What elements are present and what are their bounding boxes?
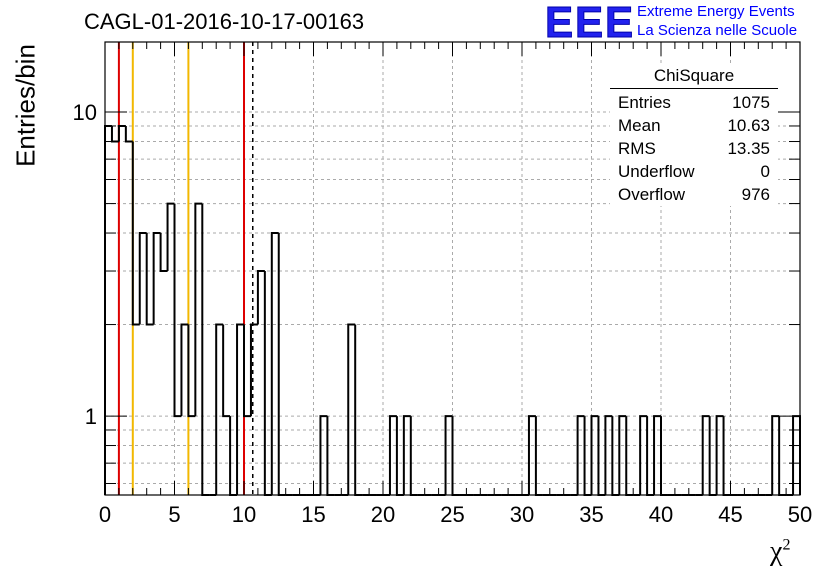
histogram-bin bbox=[715, 415, 724, 495]
histogram-bin bbox=[201, 203, 210, 496]
stats-row: Entries 1075 bbox=[610, 91, 778, 114]
histogram-bin bbox=[270, 232, 279, 495]
x-tick-label: 20 bbox=[371, 502, 395, 527]
svg-text:EEE: EEE bbox=[545, 0, 635, 45]
stats-row: Mean 10.63 bbox=[610, 114, 778, 137]
stats-label: Underflow bbox=[618, 162, 695, 181]
histogram-bin bbox=[277, 233, 286, 496]
histogram-bin bbox=[180, 323, 189, 417]
histogram-bin bbox=[604, 415, 613, 495]
stats-row: RMS 13.35 bbox=[610, 137, 778, 160]
eee-logo: EEE bbox=[545, 0, 637, 55]
eee-logo-mark: EEE bbox=[545, 0, 635, 48]
histogram-bin bbox=[152, 232, 161, 325]
histogram-bin bbox=[236, 323, 244, 495]
histogram-bin bbox=[104, 124, 112, 495]
y-tick-label: 1 bbox=[85, 404, 97, 429]
histogram-bin bbox=[771, 415, 780, 495]
x-tick-label: 5 bbox=[168, 502, 180, 527]
run-title: CAGL-01-2016-10-17-00163 bbox=[84, 9, 365, 34]
histogram-bin bbox=[618, 415, 627, 495]
x-tick-label: 0 bbox=[99, 502, 111, 527]
x-tick-label: 30 bbox=[510, 502, 534, 527]
y-tick-label: 10 bbox=[73, 100, 97, 125]
histogram-bin bbox=[590, 415, 599, 495]
histogram-bin bbox=[145, 233, 154, 326]
histogram-bin bbox=[249, 323, 258, 417]
histogram-bin bbox=[319, 415, 328, 495]
histogram-bin bbox=[444, 415, 453, 495]
histogram-bin bbox=[639, 415, 648, 495]
x-tick-label: 50 bbox=[788, 502, 812, 527]
stats-row: Underflow 0 bbox=[610, 160, 778, 183]
histogram-bin bbox=[215, 323, 224, 495]
stats-row: Overflow 976 bbox=[610, 183, 778, 206]
tick-labels: 0 5 10 15 20 25 30 35 40 45 50 1 10 bbox=[73, 100, 813, 527]
stats-value: 1075 bbox=[732, 93, 770, 112]
histogram-bin bbox=[131, 141, 140, 326]
histogram-bin bbox=[124, 125, 133, 143]
x-axis-label-sup: 2 bbox=[782, 536, 791, 554]
y-axis-label: Entries/bin bbox=[10, 44, 41, 167]
stats-box: ChiSquare Entries 1075 Mean 10.63 RMS 13.35 Un… bbox=[610, 66, 778, 206]
histogram-bin bbox=[388, 415, 397, 495]
stats-label: Overflow bbox=[618, 185, 686, 204]
histogram-bin bbox=[263, 271, 272, 496]
x-tick-label: 10 bbox=[232, 502, 256, 527]
histogram-bin bbox=[110, 125, 119, 143]
histogram-bin bbox=[173, 203, 182, 418]
histogram-bin bbox=[222, 324, 231, 418]
axis-ticks bbox=[104, 42, 801, 495]
histogram-bin bbox=[576, 415, 585, 495]
stats-value: 10.63 bbox=[727, 116, 770, 135]
stats-label: Mean bbox=[618, 116, 661, 135]
histogram-bin bbox=[194, 202, 203, 417]
histogram-bin bbox=[187, 324, 196, 418]
x-tick-label: 35 bbox=[579, 502, 603, 527]
stats-label: RMS bbox=[618, 139, 656, 158]
histogram-bin bbox=[243, 324, 251, 418]
stats-label: Entries bbox=[618, 93, 671, 112]
stats-rows: Entries 1075 Mean 10.63 RMS 13.35 Underflow 0 Ov… bbox=[610, 91, 778, 206]
histogram-bin bbox=[347, 323, 356, 495]
histogram-bin bbox=[159, 233, 168, 273]
stats-value: 976 bbox=[741, 185, 770, 204]
x-axis-label-text: χ bbox=[770, 536, 783, 567]
logo-line-2: La Scienza nelle Scuole bbox=[637, 22, 798, 39]
x-tick-label: 25 bbox=[440, 502, 464, 527]
histogram-bin bbox=[166, 202, 175, 272]
histogram-bin bbox=[402, 415, 411, 495]
stats-title: ChiSquare bbox=[610, 66, 778, 89]
histogram-bin bbox=[138, 232, 147, 325]
histogram-bin bbox=[527, 415, 536, 495]
histogram-bin bbox=[701, 415, 710, 495]
x-tick-label: 15 bbox=[301, 502, 325, 527]
x-axis-label: χ2 bbox=[770, 536, 790, 568]
x-tick-label: 40 bbox=[649, 502, 673, 527]
histogram-bin bbox=[354, 324, 363, 496]
stats-value: 0 bbox=[760, 162, 770, 181]
x-tick-label: 45 bbox=[718, 502, 742, 527]
histogram-bin bbox=[653, 415, 661, 495]
logo-line-1: Extreme Energy Events bbox=[637, 3, 795, 20]
stats-value: 13.35 bbox=[727, 139, 770, 158]
histogram-bin bbox=[117, 124, 126, 142]
histogram-bin bbox=[256, 270, 265, 325]
